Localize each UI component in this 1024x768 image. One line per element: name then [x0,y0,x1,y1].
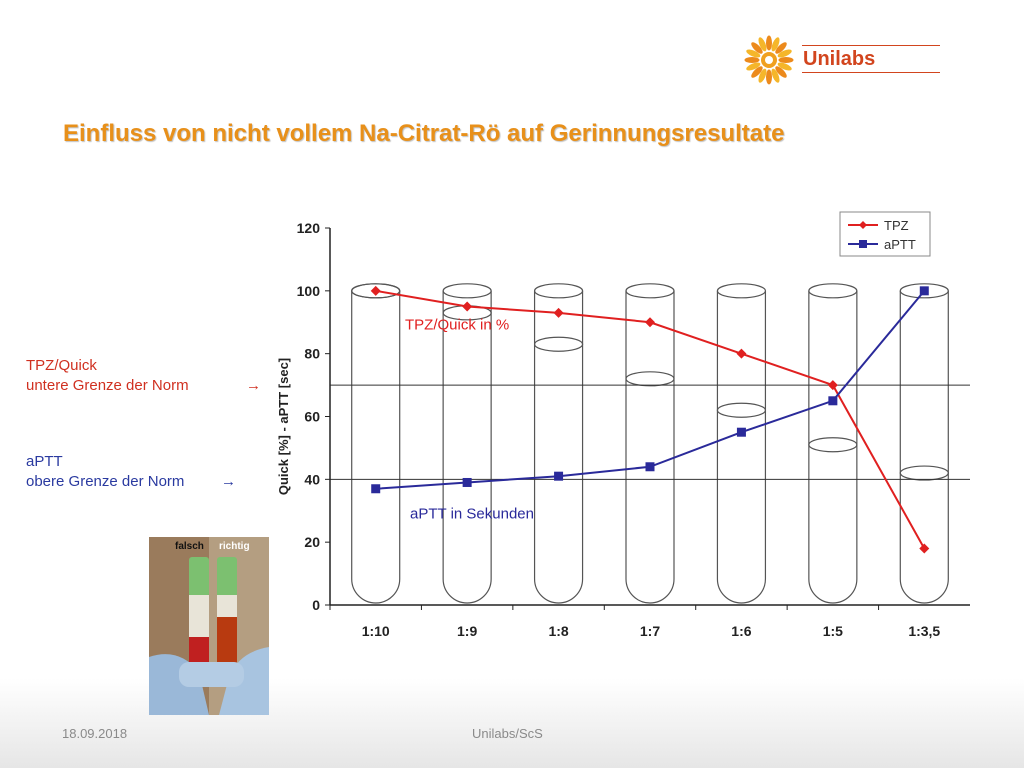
test-tube [716,290,767,604]
sun-ray [751,42,763,54]
sun-ray [766,69,772,85]
page-title: Einfluss von nicht vollem Na-Citrat-Rö a… [63,120,785,147]
y-axis-label: Quick [%] - aPTT [sec] [276,358,291,495]
sun-ray [751,66,763,78]
blood-tube-photo: falsch richtig [149,537,269,715]
data-point-aptt [828,396,838,406]
test-tube [442,290,492,604]
aptt-note-line1: aPTT [26,453,63,470]
data-point-aptt [554,471,564,481]
sun-ray [778,57,794,63]
data-point-aptt [736,427,746,437]
data-point-aptt [371,484,381,494]
tube-rim [625,283,675,299]
sun-ray [744,57,760,63]
logo-text: Unilabs [803,48,876,70]
sun-ray [775,42,787,54]
legend-marker [859,221,867,229]
coagulation-chart: 0 20 40 60 80 100 120 1:10 1:9 1:8 1:7 1:6 1:5 1:3,5 Q… [276,211,970,639]
annotation-tpz: TPZ/Quick in % [405,317,509,334]
tube-fill-level [716,402,767,418]
tube-rim [442,283,492,299]
tube-rim [716,283,767,299]
tube-fill-level [625,371,675,387]
data-point-tpz [736,348,747,359]
data-point-tpz [553,307,564,318]
logo-line-bottom [802,72,940,73]
tube-fill-level [533,336,584,352]
y-tick-label: 80 [304,346,320,362]
sun-logo-icon [744,35,794,85]
sun-ray [766,35,772,51]
sun-ray [775,66,787,78]
test-tube [808,290,858,604]
arrow-right-icon: → [246,377,261,394]
sun-ray [777,62,792,71]
data-point-tpz [462,301,473,312]
legend-box [839,211,931,257]
sun-ray [771,68,780,83]
x-tick-label: 1:9 [457,623,477,639]
legend-label: aPTT [884,237,916,252]
sun-ray [758,37,767,52]
tube-rim [899,283,949,299]
aptt-norm-note: aPTT obere Grenze der Norm → [26,452,236,492]
aptt-note-line2: obere Grenze der Norm [26,473,185,490]
legend-marker [859,240,867,248]
photo-label-falsch: falsch [175,541,204,552]
sun-ray [746,49,761,58]
y-tick-label: 120 [297,220,321,236]
y-tick-label: 100 [297,283,321,299]
test-tube [533,290,584,604]
footer-center: Unilabs/ScS [472,726,543,741]
tube-rim [808,283,858,299]
sun-ray [746,62,761,71]
x-tick-label: 1:7 [640,623,660,639]
tube-fill-level [351,283,401,299]
logo-line-top [802,45,940,46]
x-tick-label: 1:6 [731,623,751,639]
tube-rim [533,283,584,299]
sun-ray [777,49,792,58]
tube-fill-level [899,465,949,481]
x-tick-label: 1:8 [548,623,568,639]
x-tick-label: 1:3,5 [908,623,940,639]
tpz-note-line2: untere Grenze der Norm [26,377,189,394]
photo-label-richtig: richtig [219,541,250,552]
data-point-aptt [645,462,655,472]
data-point-tpz [919,543,930,554]
tpz-note-line1: TPZ/Quick [26,357,97,374]
data-point-aptt [462,477,472,487]
data-point-tpz [827,380,838,391]
test-tube [625,290,675,604]
arrow-right-icon: → [221,473,236,490]
legend-label: TPZ [884,218,909,233]
tube-photo-illustration: falsch richtig [149,537,269,715]
footer-date: 18.09.2018 [62,726,128,741]
test-tube [351,290,401,604]
test-tube [899,290,949,604]
data-point-aptt [919,286,929,296]
unilabs-logo: Unilabs [740,30,945,90]
tube-fill-level [808,437,858,453]
annotation-aptt: aPTT in Sekunden [410,506,534,523]
data-point-tpz [645,317,655,328]
y-tick-label: 0 [312,597,320,613]
data-point-tpz [370,285,381,296]
x-tick-label: 1:5 [823,623,843,639]
y-tick-label: 60 [304,409,320,425]
sun-ray [758,68,767,83]
y-tick-label: 40 [304,471,320,487]
x-tick-label: 1:10 [362,623,390,639]
tpz-norm-note: TPZ/Quick untere Grenze der Norm → [26,356,261,396]
sun-ray [771,37,780,52]
y-tick-label: 20 [304,534,320,550]
